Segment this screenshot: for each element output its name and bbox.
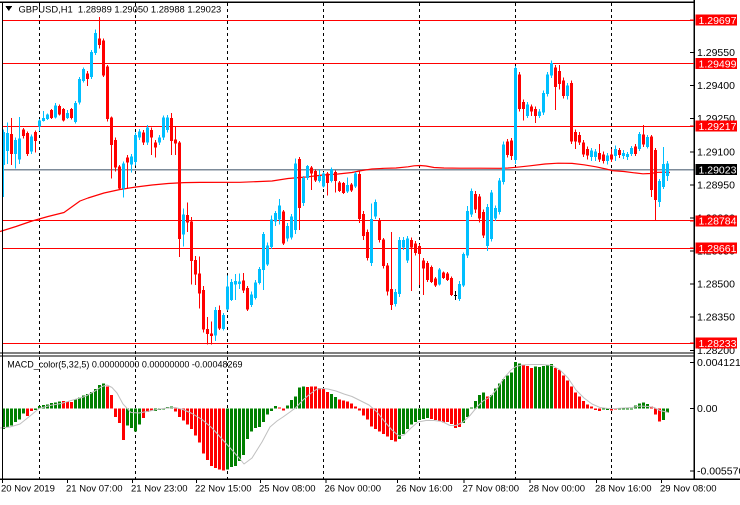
svg-text:27 Nov 08:00: 27 Nov 08:00 [463,484,520,495]
svg-text:MACD_color(5,32,5) 0.00000000: MACD_color(5,32,5) 0.00000000 0.00000000… [7,360,242,370]
svg-text:28 Nov 00:00: 28 Nov 00:00 [529,484,586,495]
svg-text:-0.0055708: -0.0055708 [697,466,740,478]
svg-text:1.29697: 1.29697 [699,15,737,27]
svg-text:20 Nov 2019: 20 Nov 2019 [1,484,55,495]
svg-text:1.28350: 1.28350 [697,312,735,324]
svg-text:1.28500: 1.28500 [697,279,735,291]
svg-text:22 Nov 15:00: 22 Nov 15:00 [195,484,252,495]
svg-text:28 Nov 16:00: 28 Nov 16:00 [595,484,652,495]
svg-text:1.28784: 1.28784 [699,216,737,228]
svg-text:21 Nov 23:00: 21 Nov 23:00 [131,484,188,495]
svg-text:0.00412155: 0.00412155 [697,357,740,369]
svg-text:26 Nov 00:00: 26 Nov 00:00 [325,484,382,495]
svg-text:1.29023: 1.29023 [699,164,737,176]
svg-text:1.28661: 1.28661 [699,243,737,255]
svg-text:0.00: 0.00 [697,403,718,415]
svg-text:1.29217: 1.29217 [699,121,737,133]
svg-text:1.29550: 1.29550 [697,47,735,59]
svg-text:1.28233: 1.28233 [699,338,737,350]
svg-text:1.28950: 1.28950 [697,179,735,191]
svg-text:26 Nov 16:00: 26 Nov 16:00 [396,484,453,495]
svg-text:1.29499: 1.29499 [699,58,737,70]
svg-text:25 Nov 08:00: 25 Nov 08:00 [259,484,316,495]
svg-text:21 Nov 07:00: 21 Nov 07:00 [66,484,123,495]
svg-text:1.29400: 1.29400 [697,80,735,92]
svg-text:GBPUSD,H1 1.28989 1.29050 1.2: GBPUSD,H1 1.28989 1.29050 1.28988 1.2902… [19,4,222,15]
svg-text:29 Nov 08:00: 29 Nov 08:00 [660,484,717,495]
svg-text:1.29100: 1.29100 [697,146,735,158]
